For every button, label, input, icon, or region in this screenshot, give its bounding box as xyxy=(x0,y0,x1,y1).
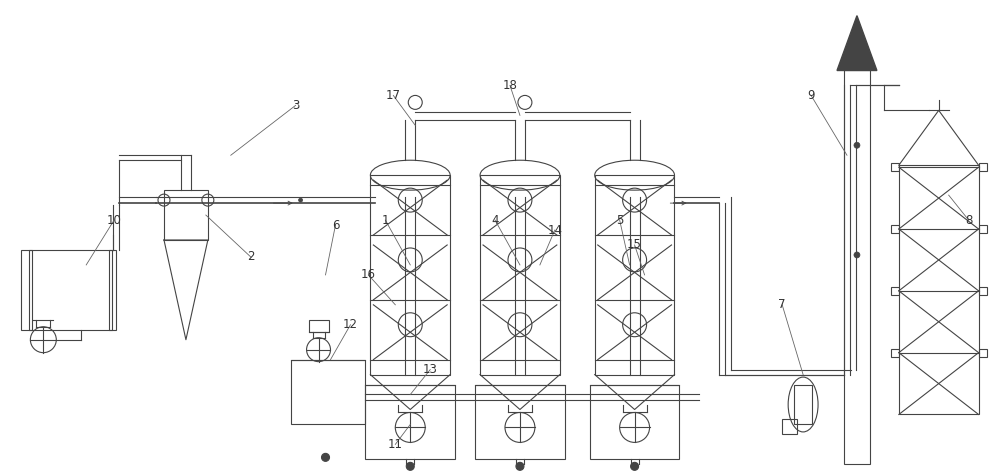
Bar xyxy=(164,190,208,240)
Bar xyxy=(979,349,987,357)
Circle shape xyxy=(854,252,860,258)
Bar xyxy=(782,419,797,435)
Bar xyxy=(891,349,899,357)
Text: 8: 8 xyxy=(965,214,972,227)
Text: 2: 2 xyxy=(247,250,254,264)
Bar xyxy=(21,250,116,330)
Text: 1: 1 xyxy=(382,214,389,227)
Bar xyxy=(794,385,812,425)
Text: 5: 5 xyxy=(616,214,623,227)
Bar xyxy=(480,175,560,375)
Bar xyxy=(109,250,112,330)
Circle shape xyxy=(406,462,414,470)
Text: 6: 6 xyxy=(332,218,339,231)
Bar xyxy=(595,175,674,375)
Bar xyxy=(309,320,329,332)
Circle shape xyxy=(854,142,860,148)
Text: 16: 16 xyxy=(361,268,376,281)
Circle shape xyxy=(631,462,639,470)
Bar xyxy=(979,163,987,171)
Bar xyxy=(590,385,679,459)
Bar xyxy=(891,287,899,295)
Polygon shape xyxy=(837,16,877,70)
Bar xyxy=(291,360,365,425)
Bar xyxy=(899,165,979,415)
Bar xyxy=(365,385,455,459)
Text: 3: 3 xyxy=(292,99,299,112)
Text: 13: 13 xyxy=(423,363,438,376)
Bar xyxy=(891,225,899,233)
Bar xyxy=(844,70,870,465)
Text: 17: 17 xyxy=(386,89,401,102)
Circle shape xyxy=(516,462,524,470)
Circle shape xyxy=(299,198,303,202)
Text: 7: 7 xyxy=(778,298,786,311)
Circle shape xyxy=(322,453,330,461)
Text: 10: 10 xyxy=(107,214,122,227)
Bar xyxy=(979,287,987,295)
Bar xyxy=(979,225,987,233)
Text: 4: 4 xyxy=(491,214,499,227)
Bar xyxy=(891,163,899,171)
Bar xyxy=(475,385,565,459)
Bar xyxy=(29,250,32,330)
Text: 11: 11 xyxy=(388,438,403,451)
Bar xyxy=(370,175,450,375)
Text: 15: 15 xyxy=(627,238,642,251)
Text: 14: 14 xyxy=(547,224,562,237)
Text: 9: 9 xyxy=(807,89,815,102)
Text: 12: 12 xyxy=(343,318,358,331)
Text: 18: 18 xyxy=(503,79,517,92)
